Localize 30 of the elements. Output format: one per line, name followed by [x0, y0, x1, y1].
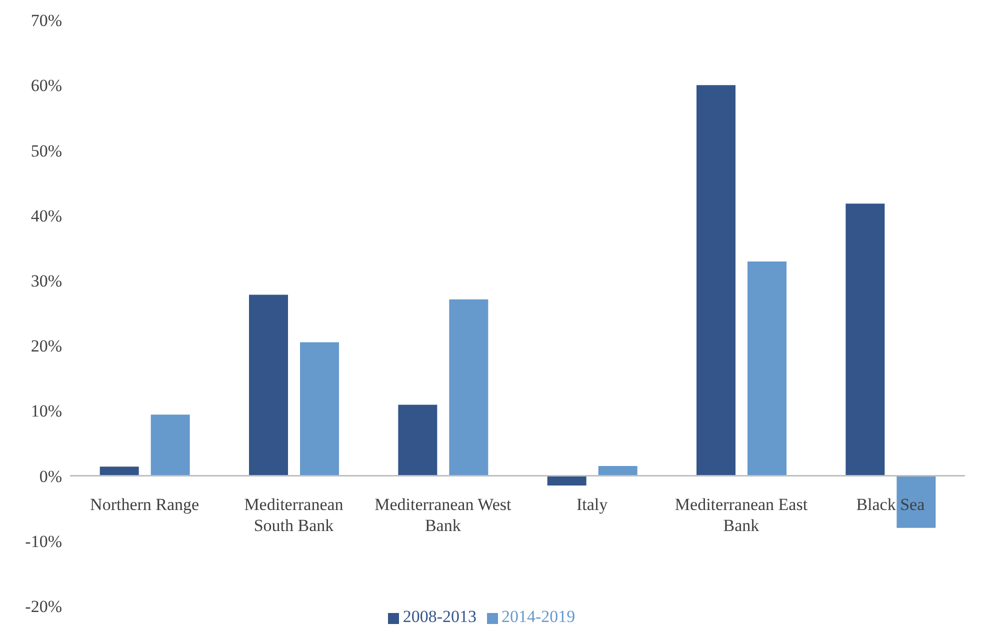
y-tick-label: 60%: [30, 76, 62, 96]
bar: [696, 85, 736, 476]
y-tick-label: 0%: [39, 466, 62, 486]
y-tick-label: 20%: [30, 336, 62, 356]
y-tick-label: -20%: [25, 597, 62, 616]
x-tick-label: Mediterranean East Bank: [674, 495, 808, 535]
bar: [249, 294, 288, 476]
legend-label: 2008-2013: [402, 607, 476, 626]
bar: [547, 476, 586, 486]
y-tick-label: 70%: [30, 11, 62, 30]
y-tick-label: 10%: [30, 402, 62, 421]
bar: [100, 466, 139, 476]
x-tick-label: Mediterranean West Bank: [374, 495, 512, 535]
x-tick-label: Italy: [576, 495, 608, 514]
bar: [748, 262, 786, 476]
x-tick-label: Black Sea: [856, 495, 926, 514]
y-tick-label: 50%: [30, 141, 62, 160]
bar: [300, 342, 339, 476]
x-tick-label: Northern Range: [90, 495, 200, 514]
x-tick-label: Mediterranean South Bank: [244, 495, 344, 535]
bar: [896, 476, 936, 528]
bar: [449, 299, 488, 476]
y-tick-label: 40%: [30, 206, 62, 226]
y-tick-label: -10%: [25, 532, 62, 551]
legend-label: 2014-2019: [502, 607, 576, 626]
y-tick-label: 30%: [30, 271, 62, 290]
bar: [150, 414, 190, 476]
bar: [398, 404, 438, 476]
bar: [598, 466, 638, 476]
bar: [846, 204, 885, 476]
